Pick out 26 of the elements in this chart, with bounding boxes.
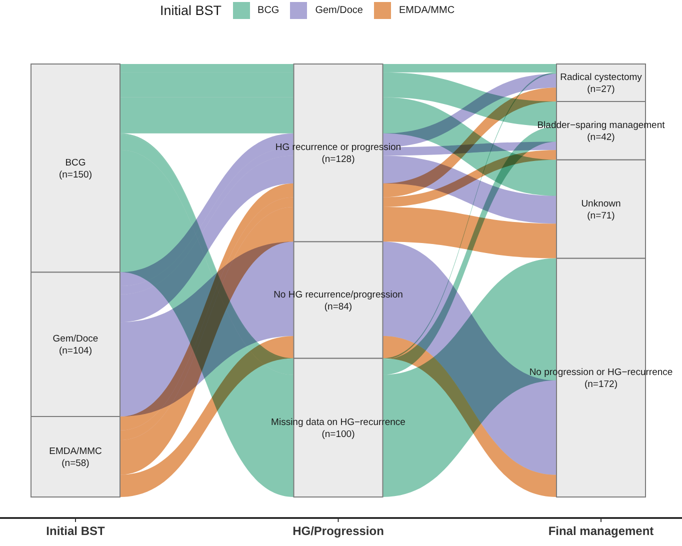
series-label: Gem/Doce bbox=[52, 334, 98, 345]
legend-label: Gem/Doce bbox=[315, 5, 363, 16]
data-label: (n=42) bbox=[587, 132, 615, 144]
legend-title: Initial BST bbox=[160, 3, 222, 18]
legend-label: EMDA/MMC bbox=[399, 5, 455, 16]
x-tick-label: Final management bbox=[548, 524, 654, 538]
data-label: (n=172) bbox=[584, 379, 618, 390]
series-label: No HG recurrence/progression bbox=[274, 289, 403, 300]
data-label: (n=71) bbox=[587, 210, 615, 222]
series-label: Unknown bbox=[581, 198, 621, 210]
legend-label: BCG bbox=[258, 5, 280, 16]
data-label: (n=84) bbox=[324, 301, 352, 312]
x-tick-label: Initial BST bbox=[46, 524, 106, 538]
series-label: Bladder−sparing management bbox=[537, 120, 666, 132]
series-label: Radical cystectomy bbox=[560, 72, 642, 84]
series-label: EMDA/MMC bbox=[49, 446, 102, 458]
data-label: (n=128) bbox=[322, 154, 355, 166]
series-label: No progression or HG−recurrence bbox=[529, 367, 673, 378]
data-label: (n=58) bbox=[62, 458, 90, 470]
data-label: (n=27) bbox=[587, 84, 615, 96]
data-label: (n=150) bbox=[58, 169, 92, 180]
series-label: HG recurrence or progression bbox=[275, 142, 402, 154]
series-label: BCG bbox=[65, 157, 86, 168]
x-tick-label: HG/Progression bbox=[292, 524, 384, 538]
data-label: (n=104) bbox=[58, 346, 92, 357]
data-label: (n=100) bbox=[322, 429, 355, 440]
